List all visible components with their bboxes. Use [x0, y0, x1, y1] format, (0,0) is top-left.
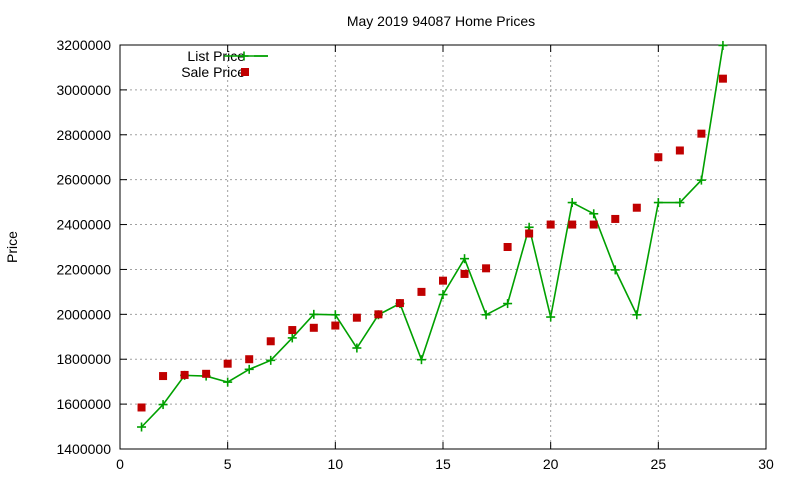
list-price-point: [675, 198, 685, 208]
legend-item: Sale Price: [181, 64, 249, 80]
list-price-point: [309, 309, 319, 319]
y-tick-label: 2000000: [56, 306, 111, 322]
sale-price-point: [568, 220, 577, 229]
sale-price-point: [611, 214, 620, 223]
y-tick-label: 2200000: [56, 261, 111, 277]
list-price-point: [503, 299, 513, 309]
sale-price-point: [697, 129, 706, 138]
sale-price-point: [654, 153, 663, 162]
sale-price-point: [223, 359, 232, 368]
sale-price-point: [395, 299, 404, 308]
y-tick-label: 2600000: [56, 172, 111, 188]
list-price-point: [438, 290, 448, 300]
y-tick-label: 1400000: [56, 441, 111, 457]
list-price-point: [244, 364, 254, 374]
x-tick-label: 5: [224, 456, 232, 472]
list-price-point: [546, 312, 556, 322]
sale-price-point: [202, 369, 211, 378]
legend-item: List Price: [187, 48, 268, 64]
sale-price-point: [675, 146, 684, 155]
y-axis-label: Price: [4, 231, 20, 263]
list-price-point: [610, 265, 620, 275]
sale-price-point: [245, 355, 254, 364]
list-price-point: [223, 377, 233, 387]
sale-price-point: [137, 403, 146, 412]
y-tick-label: 1600000: [56, 396, 111, 412]
list-price-point: [158, 400, 168, 410]
legend-square-sample: [241, 68, 249, 76]
series-list-price: [137, 40, 728, 432]
y-tick-label: 2800000: [56, 127, 111, 143]
sale-price-point: [589, 220, 598, 229]
sale-price-point: [288, 326, 297, 335]
x-tick-label: 25: [651, 456, 667, 472]
chart-title: May 2019 94087 Home Prices: [347, 13, 535, 29]
list-price-point: [567, 198, 577, 208]
sale-price-point: [417, 287, 426, 296]
list-price-point: [460, 254, 470, 264]
x-tick-label: 15: [435, 456, 451, 472]
sale-price-point: [482, 264, 491, 273]
list-price-point: [589, 209, 599, 219]
sale-price-point: [546, 220, 555, 229]
list-price-point: [266, 355, 276, 365]
list-price-point: [718, 40, 728, 50]
x-tick-label: 30: [758, 456, 774, 472]
y-tick-label: 1800000: [56, 351, 111, 367]
sale-price-point: [180, 370, 189, 379]
sale-price-point: [525, 229, 534, 238]
sale-price-point: [352, 313, 361, 322]
list-price-point: [696, 175, 706, 185]
sale-price-point: [309, 323, 318, 332]
y-tick-label: 2400000: [56, 217, 111, 233]
sale-price-point: [266, 337, 275, 346]
x-tick-label: 0: [116, 456, 124, 472]
x-tick-label: 10: [328, 456, 344, 472]
grid-lines: [120, 45, 766, 449]
legend-label: Sale Price: [181, 64, 245, 80]
sale-price-point: [632, 203, 641, 212]
x-tick-label: 20: [543, 456, 559, 472]
data-series: [137, 40, 728, 432]
legend-label: List Price: [187, 48, 245, 64]
sale-price-point: [460, 269, 469, 278]
sale-price-point: [374, 310, 383, 319]
axes: 0 5 10 15 20 25 30 1400000 1600000 1800000 2000000…: [56, 37, 774, 472]
sale-price-point: [159, 372, 168, 381]
sale-price-point: [439, 276, 447, 285]
list-price-point: [330, 310, 340, 320]
list-price-point: [653, 198, 663, 208]
list-price-point: [481, 310, 491, 320]
sale-price-point: [503, 243, 512, 251]
list-price-point: [352, 343, 362, 353]
sale-price-point: [331, 321, 340, 330]
list-price-point: [632, 310, 642, 320]
y-tick-label: 3000000: [56, 82, 111, 98]
list-price-point: [137, 422, 147, 432]
list-price-point: [287, 333, 297, 343]
sale-price-point: [718, 74, 727, 83]
list-price-line: [140, 45, 724, 428]
series-sale-price: [137, 74, 727, 412]
y-tick-label: 3200000: [56, 37, 111, 53]
list-price-point: [416, 355, 426, 365]
